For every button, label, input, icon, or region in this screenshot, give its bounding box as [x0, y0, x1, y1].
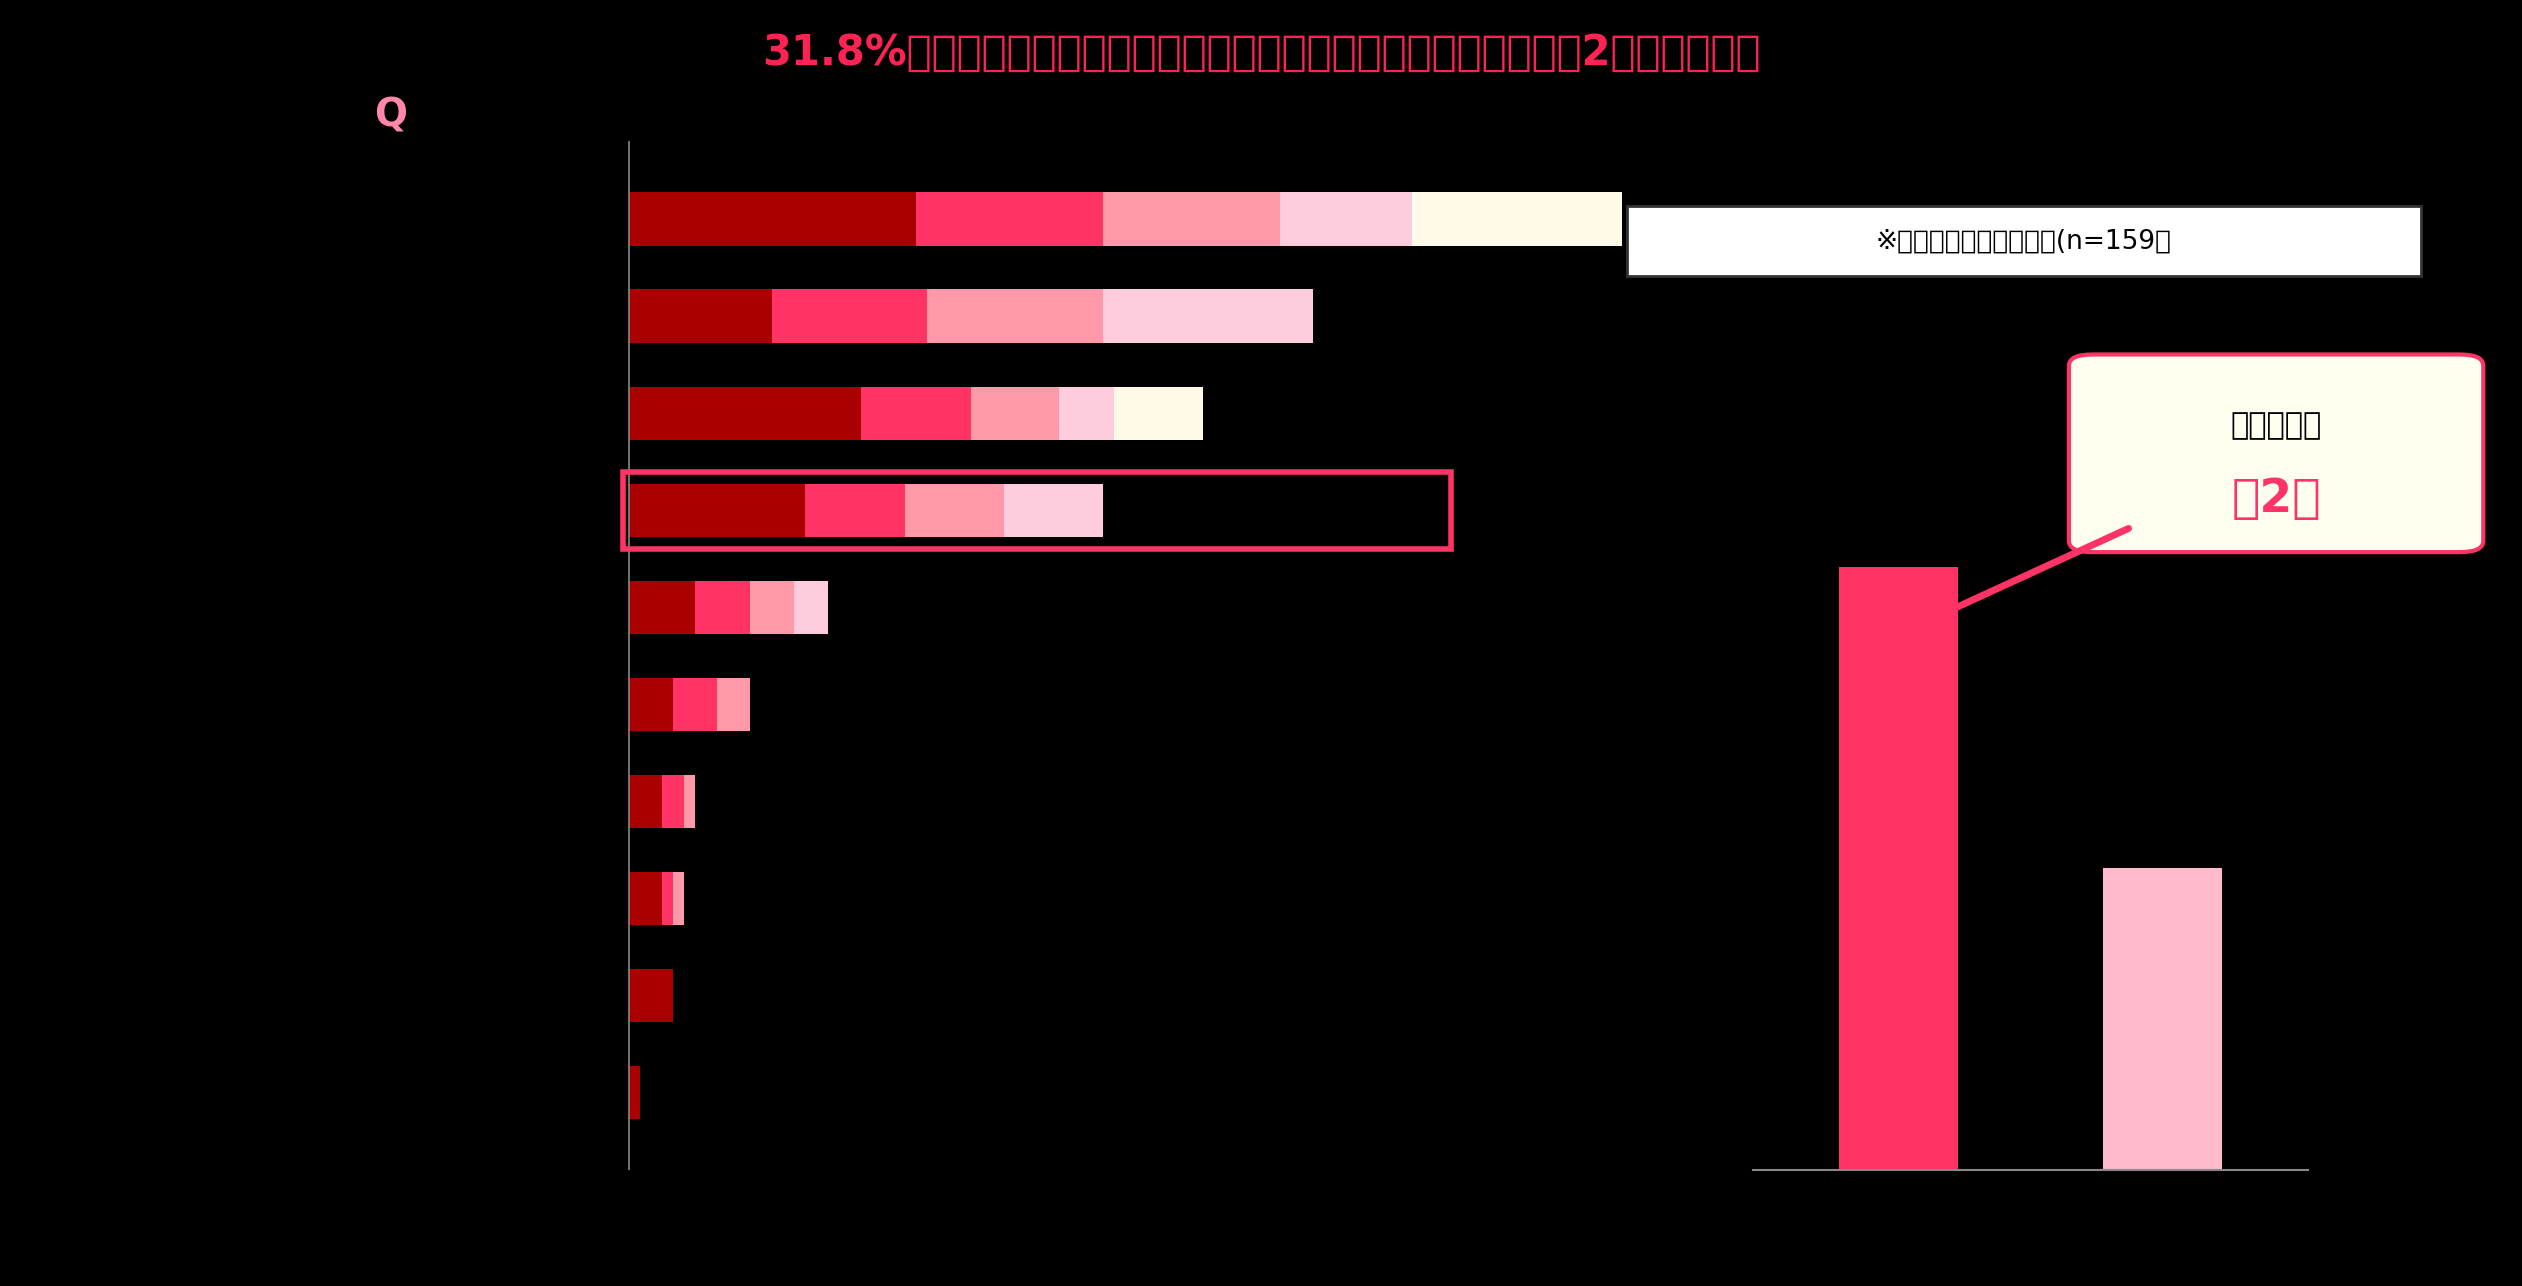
FancyBboxPatch shape [2068, 355, 2484, 552]
Bar [661, 774, 683, 828]
Bar [971, 387, 1059, 440]
Bar [1115, 387, 1203, 440]
Bar [623, 472, 1450, 549]
Bar [772, 289, 928, 343]
Bar [628, 678, 673, 730]
Bar [752, 581, 794, 634]
Bar [1059, 387, 1115, 440]
Bar [1412, 193, 1622, 246]
Text: ※「自分」と回答した人(n=159）: ※「自分」と回答した人(n=159） [1876, 228, 2171, 255]
Bar [1839, 567, 1957, 1170]
Text: 31.8%が自分へ「ご覅美チョコ」を贈り、未婚女性は既婚女性の約2倍自分へ贈る: 31.8%が自分へ「ご覅美チョコ」を贈り、未婚女性は既婚女性の約2倍自分へ贈る [762, 32, 1760, 75]
Bar [628, 387, 860, 440]
Bar [628, 1066, 641, 1119]
Bar [915, 193, 1105, 246]
Bar [628, 774, 661, 828]
Bar [628, 581, 696, 634]
Bar [683, 774, 696, 828]
Bar [673, 872, 683, 925]
Bar [673, 678, 716, 730]
Text: Q: Q [373, 96, 409, 135]
Bar [1105, 193, 1281, 246]
Bar [661, 872, 673, 925]
Bar [1004, 484, 1105, 538]
Bar [905, 484, 1004, 538]
Bar [1105, 289, 1314, 343]
Bar [628, 872, 661, 925]
Bar [928, 289, 1105, 343]
Bar [716, 678, 752, 730]
Text: 約2倍: 約2倍 [2232, 477, 2320, 522]
Bar [628, 193, 915, 246]
Bar [860, 387, 971, 440]
Bar [628, 968, 673, 1022]
Bar [805, 484, 905, 538]
Bar [1281, 193, 1412, 246]
Bar [628, 484, 805, 538]
Bar [794, 581, 827, 634]
Bar [2103, 868, 2222, 1170]
Bar [628, 289, 772, 343]
Bar [696, 581, 752, 634]
Text: 未婚女性は: 未婚女性は [2229, 410, 2323, 440]
